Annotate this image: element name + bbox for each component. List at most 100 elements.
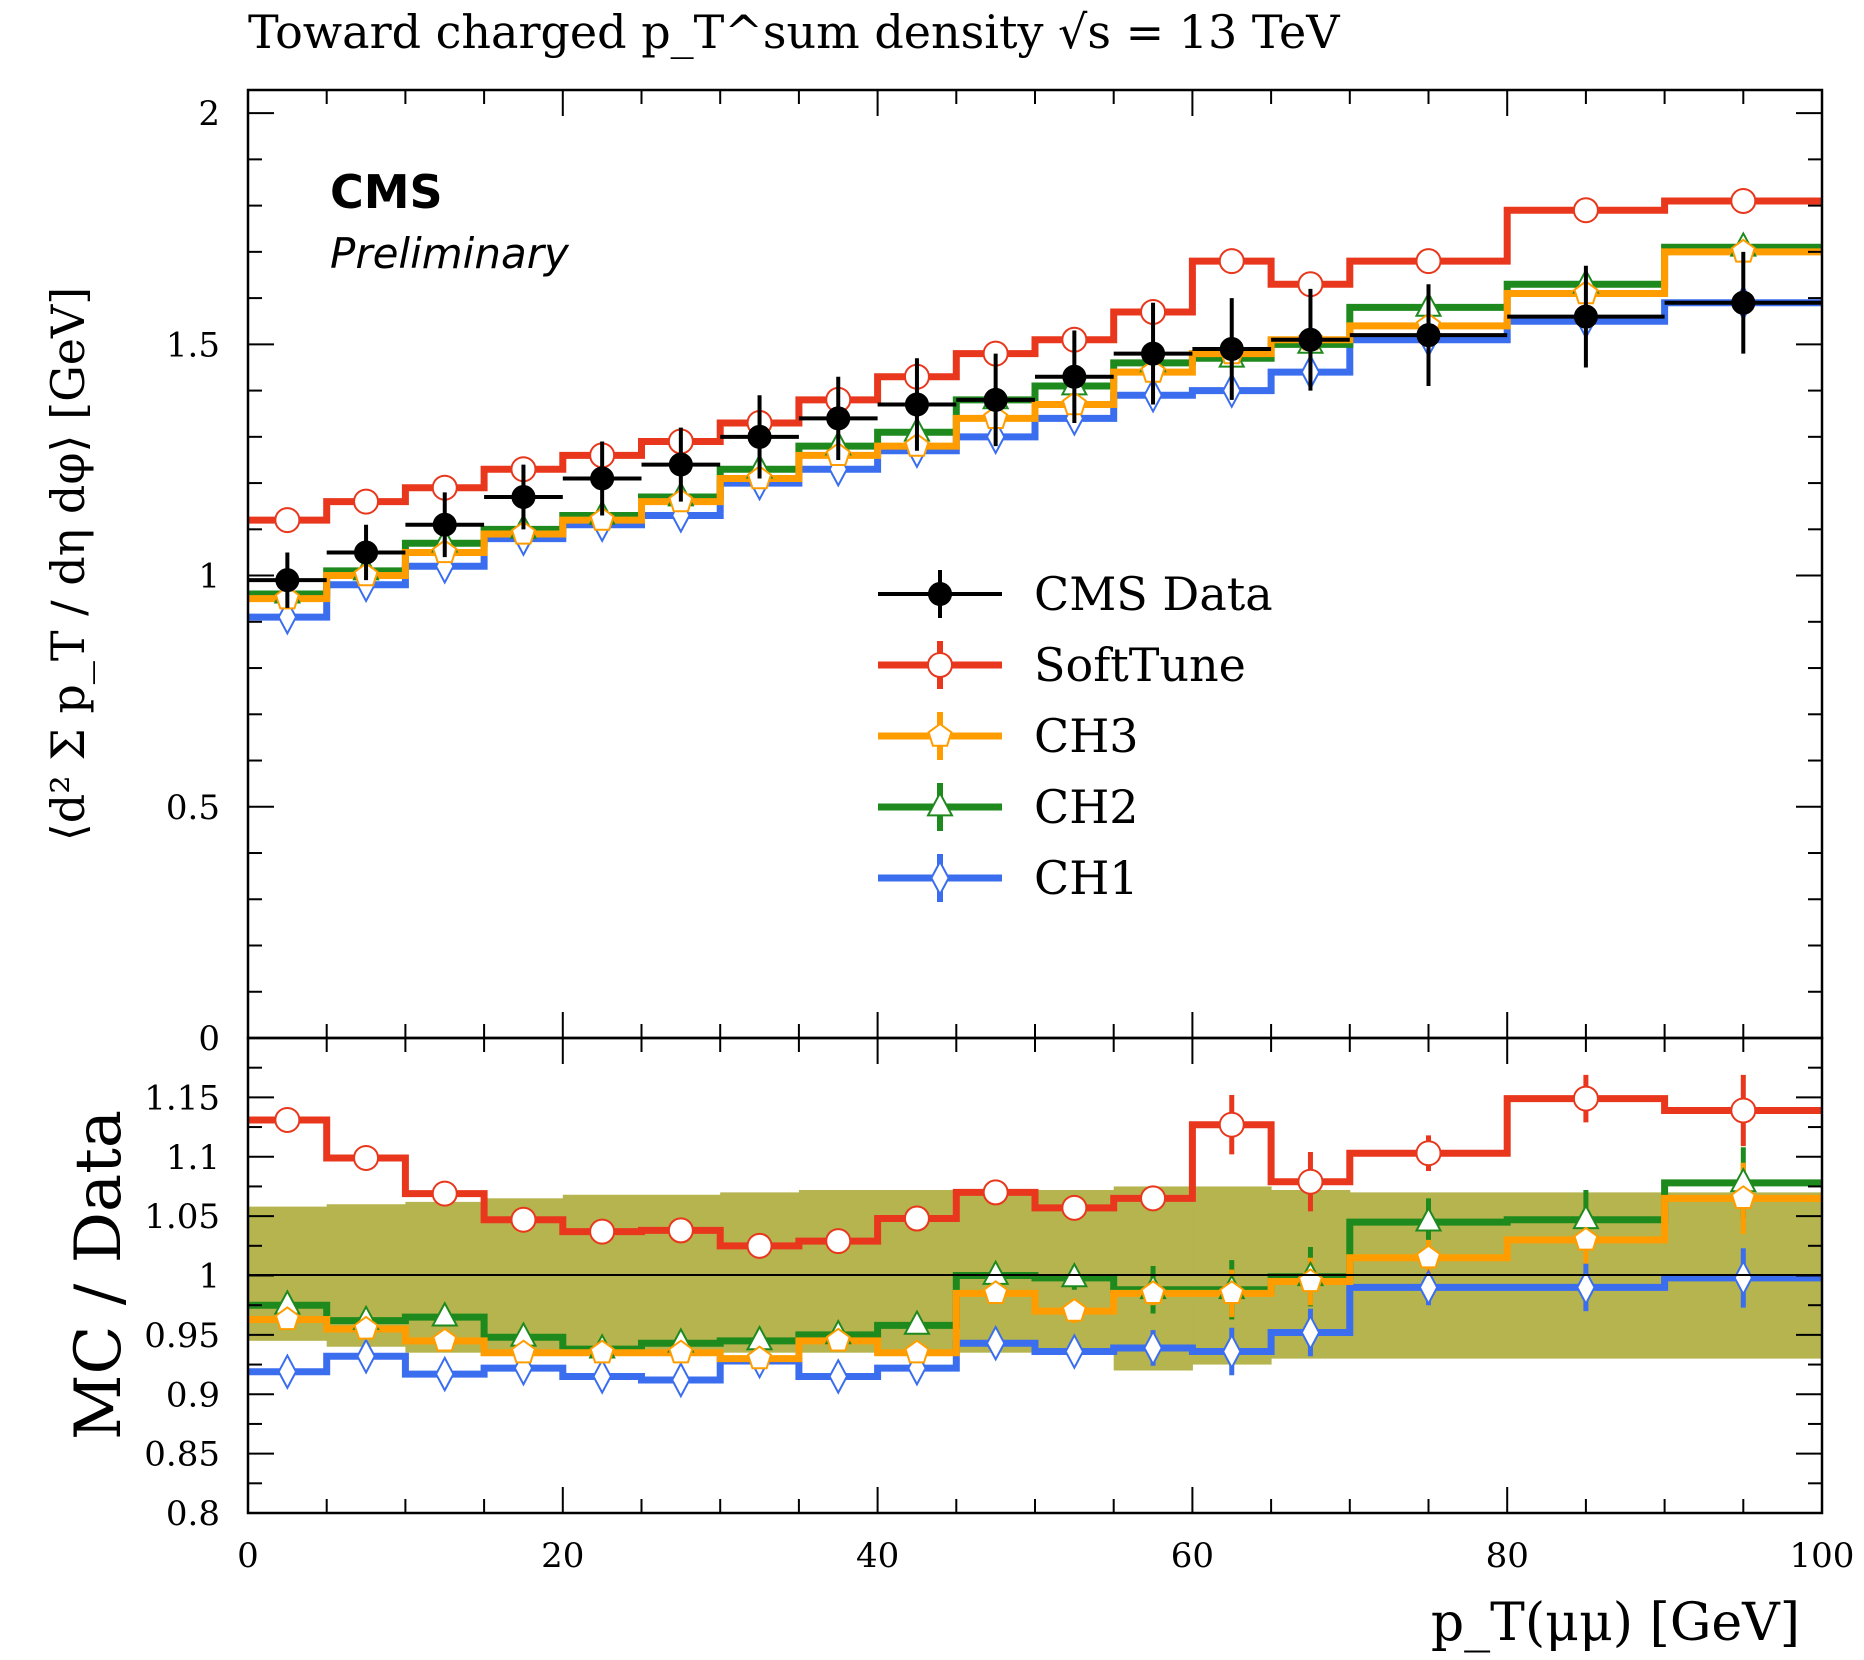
ratio-marker-softtune — [825, 1228, 852, 1255]
ratio-marker-ch3 — [1061, 1297, 1087, 1322]
main-y-tick-label: 1 — [198, 557, 220, 597]
x-axis-title: p_T(μμ) [GeV] — [1431, 1593, 1800, 1653]
main-y-tick-label: 0 — [198, 1019, 220, 1059]
ratio-marker-ch2 — [903, 1309, 931, 1335]
chart-title: Toward charged p_T^sum density √s = 13 T… — [248, 5, 1340, 59]
ratio-marker-softtune — [1730, 1097, 1757, 1124]
data-point — [904, 392, 929, 417]
ratio-marker-ch1 — [1300, 1314, 1321, 1351]
main-marker-softtune — [274, 507, 301, 534]
ratio-marker-softtune — [510, 1206, 537, 1233]
ratio-marker-ch3 — [1219, 1280, 1245, 1304]
ratio-y-tick-label: 1 — [198, 1257, 220, 1297]
ratio-marker-ch3 — [983, 1280, 1009, 1304]
x-tick-label: 80 — [1486, 1536, 1529, 1576]
main-marker-softtune — [353, 488, 380, 515]
ratio-marker-ch2 — [1414, 1206, 1443, 1232]
x-tick-label: 60 — [1171, 1536, 1214, 1576]
ratio-marker-softtune — [1572, 1085, 1599, 1112]
ratio-marker-ch3 — [825, 1327, 851, 1352]
ratio-marker-ch3 — [589, 1339, 615, 1364]
ratio-line-ch1 — [248, 1274, 1822, 1384]
ratio-y-tick-label: 0.9 — [166, 1375, 220, 1415]
ratio-marker-ch1 — [277, 1353, 298, 1391]
ratio-y-tick-label: 0.95 — [144, 1316, 220, 1356]
ratio-y-tick-label: 0.8 — [166, 1494, 220, 1534]
axis-ticks — [247, 90, 1823, 1514]
main-marker-softtune — [1415, 248, 1442, 275]
status-label: Preliminary — [330, 229, 570, 278]
main-y-tick-label: 1.5 — [166, 325, 220, 365]
main-marker-softtune — [1218, 248, 1245, 275]
ratio-marker-ch1 — [1221, 1333, 1242, 1370]
legend-marker-ch2 — [926, 791, 954, 817]
tick-labels: 0 0.5 1 1.5 2 0.8 0.85 0.9 0.95 1 1.05 1.1 1.15 0 20 40… — [144, 94, 1854, 1576]
ratio-marker-softtune — [982, 1179, 1009, 1206]
ratio-marker-softtune — [1140, 1185, 1167, 1212]
ratio-marker-ch1 — [828, 1358, 849, 1395]
legend-label-softtune: SoftTune — [1034, 638, 1246, 692]
x-tick-label: 0 — [237, 1536, 259, 1576]
ratio-marker-ch3 — [353, 1315, 379, 1340]
ratio-marker-softtune — [903, 1205, 930, 1232]
legend: CMS Data SoftTune CH3 CH2 CH1 — [878, 567, 1273, 905]
band-bin — [405, 1201, 485, 1353]
legend-marker-ch1 — [930, 859, 950, 897]
ratio-marker-ch3 — [432, 1327, 458, 1352]
ratio-marker-ch1 — [1733, 1259, 1754, 1297]
ratio-marker-ch1 — [1064, 1333, 1085, 1370]
ratio-y-tick-label: 1.15 — [144, 1078, 220, 1118]
data-point — [1573, 304, 1598, 329]
x-tick-label: 40 — [856, 1536, 899, 1576]
experiment-label: CMS — [330, 165, 443, 219]
ratio-marker-softtune — [431, 1180, 458, 1207]
data-point — [668, 452, 693, 477]
ratio-marker-ch3 — [510, 1339, 537, 1364]
main-y-tick-label: 2 — [198, 94, 220, 134]
ratio-marker-softtune — [1061, 1194, 1088, 1221]
legend-label-ch2: CH2 — [1034, 780, 1139, 834]
data-point — [1416, 323, 1441, 348]
main-marker-ch1 — [277, 598, 298, 636]
data-point — [747, 424, 772, 449]
band-bin — [562, 1194, 642, 1353]
ratio-y-tick-label: 1.05 — [144, 1197, 220, 1237]
legend-marker-softtune — [927, 652, 953, 678]
data-point — [1141, 341, 1166, 366]
ratio-marker-ch1 — [1576, 1269, 1596, 1306]
legend-marker-cms-data — [928, 582, 952, 606]
legend-label-ch3: CH3 — [1034, 709, 1139, 763]
data-point — [354, 540, 379, 565]
main-marker-ch3 — [510, 520, 537, 545]
ratio-marker-ch1 — [671, 1361, 691, 1399]
data-point — [1731, 290, 1756, 315]
ratio-line-ch3 — [248, 1194, 1822, 1363]
data-point — [1219, 336, 1244, 361]
data-point — [432, 512, 457, 537]
ratio-marker-ch3 — [668, 1339, 694, 1364]
data-point — [1062, 364, 1087, 389]
ratio-marker-softtune — [589, 1218, 616, 1245]
ratio-marker-softtune — [274, 1106, 301, 1133]
data-point — [590, 466, 615, 491]
ratio-marker-ch1 — [1418, 1269, 1439, 1306]
ratio-marker-ch3 — [1573, 1226, 1599, 1251]
x-tick-label: 20 — [541, 1536, 584, 1576]
legend-label-ch1: CH1 — [1034, 851, 1139, 905]
data-point — [511, 484, 536, 509]
ratio-marker-ch1 — [434, 1355, 455, 1393]
ratio-marker-softtune — [667, 1217, 694, 1244]
ratio-marker-ch3 — [746, 1345, 773, 1370]
ratio-marker-ch1 — [1143, 1329, 1163, 1367]
ratio-marker-softtune — [746, 1232, 773, 1259]
data-point — [1298, 327, 1323, 352]
ratio-marker-ch3 — [1730, 1185, 1756, 1209]
main-marker-softtune — [1730, 187, 1757, 214]
ratio-marker-softtune — [1297, 1168, 1324, 1195]
ratio-marker-ch1 — [356, 1337, 376, 1375]
ratio-marker-softtune — [1415, 1140, 1442, 1167]
ratio-marker-softtune — [353, 1144, 380, 1171]
series-markers — [248, 187, 1822, 1399]
ratio-marker-softtune — [1218, 1111, 1245, 1138]
